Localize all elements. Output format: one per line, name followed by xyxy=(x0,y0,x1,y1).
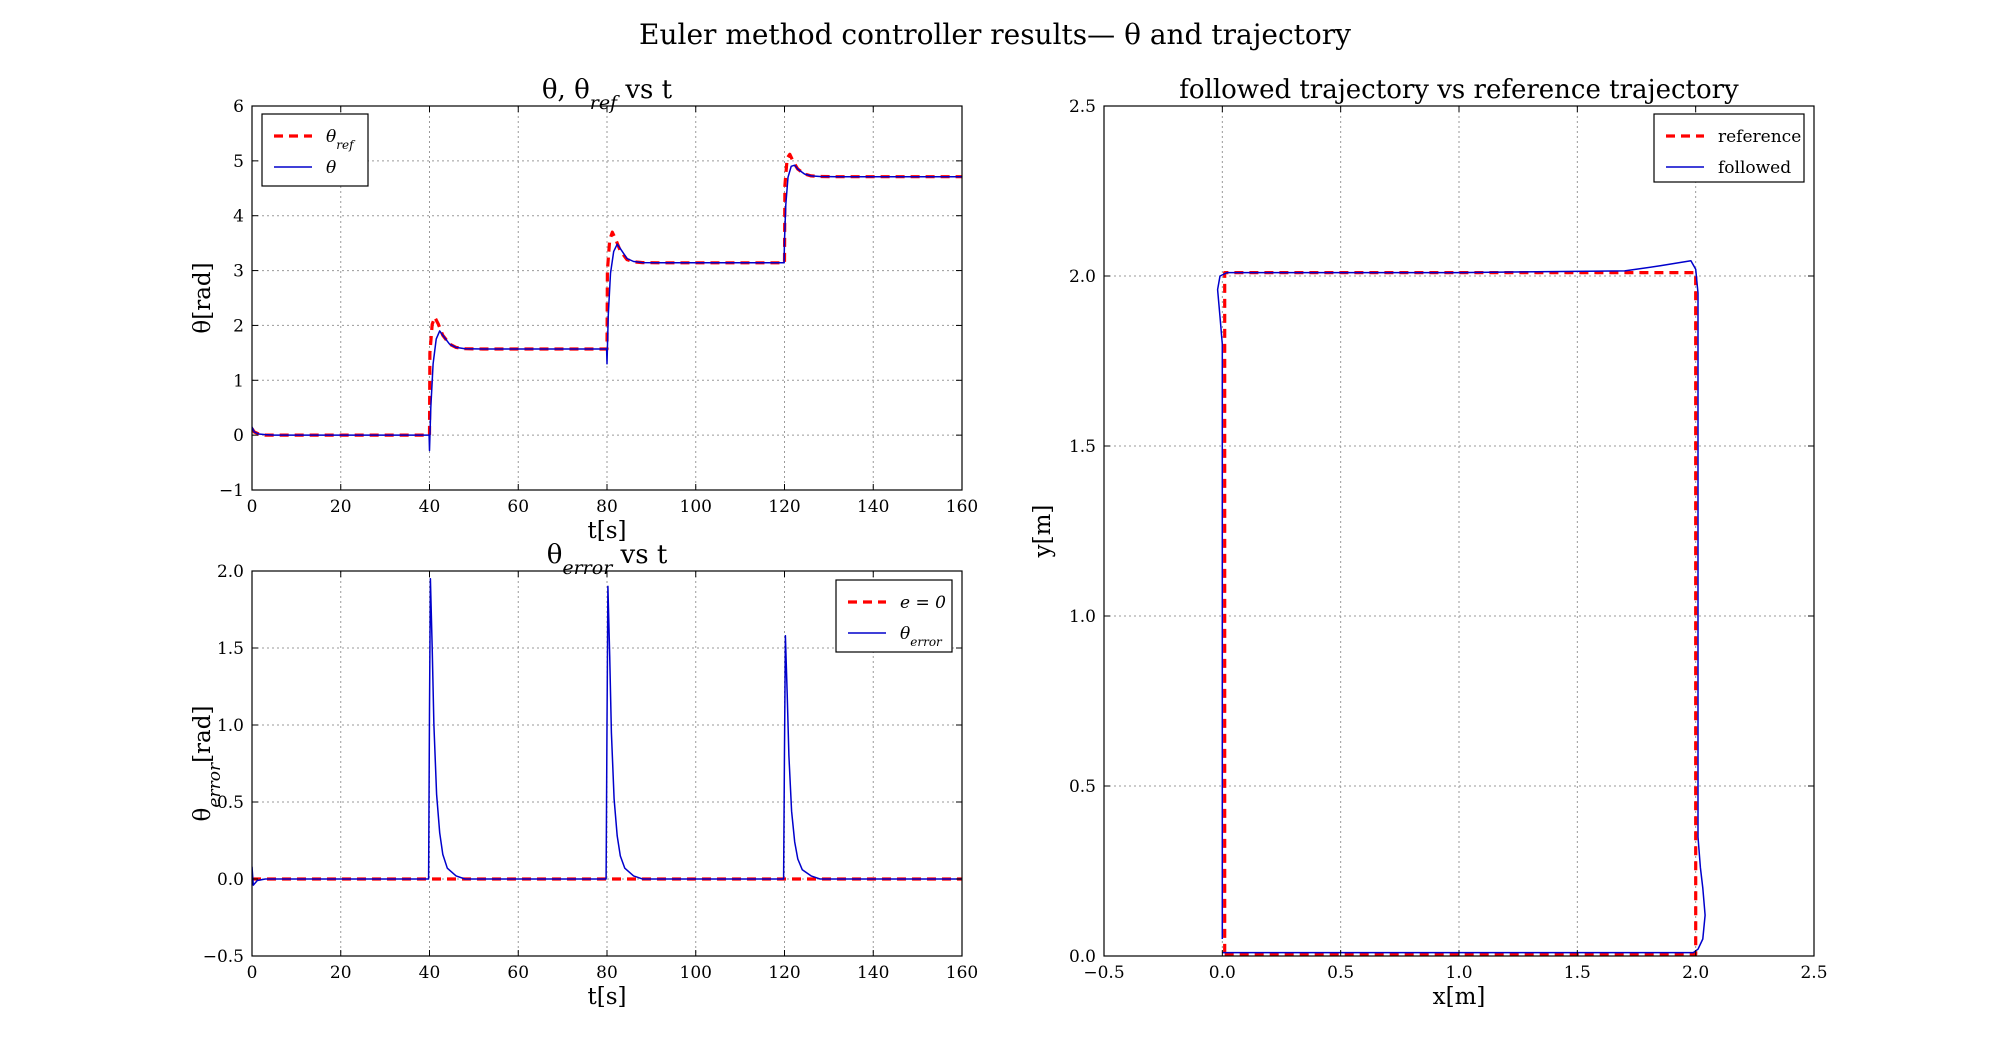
legend-label: e = 0 xyxy=(900,593,946,613)
x-tick-label: 20 xyxy=(330,497,352,517)
plot-title: θerror vs t xyxy=(547,540,668,579)
x-tick-label: 40 xyxy=(419,497,441,517)
x-tick-label: 0.5 xyxy=(1327,963,1354,983)
y-axis-label: θ[rad] xyxy=(190,262,216,333)
legend-label: θ xyxy=(326,158,336,178)
x-tick-label: 40 xyxy=(419,963,441,983)
x-tick-label: 1.5 xyxy=(1564,963,1591,983)
legend-box xyxy=(835,579,953,653)
x-tick-label: 0 xyxy=(247,497,258,517)
y-tick-label: −0.5 xyxy=(203,947,244,967)
trajectory-plot: −0.5 0.0 0.5 1.0 1.5 2.0 2.50.00.51.01.52.02.5… xyxy=(1030,75,1828,1010)
x-tick-label: 80 xyxy=(596,963,618,983)
plot-title: followed trajectory vs reference traject… xyxy=(1179,75,1739,105)
y-tick-label: 0.5 xyxy=(217,793,244,813)
x-tick-label: 160 xyxy=(946,497,978,517)
y-tick-label: 2.0 xyxy=(1069,267,1096,287)
y-axis-label: θerror[rad] xyxy=(190,706,225,822)
y-tick-label: 3 xyxy=(233,262,244,282)
series-line-1 xyxy=(252,164,962,452)
y-tick-label: 0.0 xyxy=(217,870,244,890)
legend-label: θref xyxy=(326,127,356,152)
x-tick-label: 100 xyxy=(680,497,712,517)
y-tick-label: 4 xyxy=(233,207,244,227)
x-axis-label: t[s] xyxy=(588,518,627,544)
x-tick-label: 60 xyxy=(507,497,529,517)
series-line-1 xyxy=(252,577,962,886)
figure-title: Euler method controller results— θ and t… xyxy=(639,18,1351,51)
y-axis-label: y[m] xyxy=(1030,505,1056,559)
x-tick-label: 140 xyxy=(857,963,889,983)
x-tick-label: 160 xyxy=(946,963,978,983)
y-tick-label: 2.0 xyxy=(217,562,244,582)
y-tick-label: 1.0 xyxy=(217,716,244,736)
y-tick-label: −1 xyxy=(219,481,244,501)
plot-title: θ, θref vs t xyxy=(542,75,673,114)
x-tick-label: 1.0 xyxy=(1445,963,1472,983)
x-tick-label: 20 xyxy=(330,963,352,983)
x-tick-label: −0.5 xyxy=(1083,963,1124,983)
x-tick-label: 80 xyxy=(596,497,618,517)
x-tick-label: 100 xyxy=(680,963,712,983)
y-tick-label: 1 xyxy=(233,371,244,391)
x-tick-label: 60 xyxy=(507,963,529,983)
y-tick-label: 0.5 xyxy=(1069,777,1096,797)
y-tick-label: 0.0 xyxy=(1069,947,1096,967)
y-tick-label: 1.5 xyxy=(217,639,244,659)
x-tick-label: 0.0 xyxy=(1209,963,1236,983)
y-tick-label: 6 xyxy=(233,97,244,117)
x-axis-label: x[m] xyxy=(1433,984,1486,1010)
x-tick-label: 0 xyxy=(247,963,258,983)
y-tick-label: 2 xyxy=(233,316,244,336)
legend: θref θ xyxy=(261,113,369,187)
legend: reference followed xyxy=(1653,113,1805,183)
x-tick-label: 140 xyxy=(857,497,889,517)
y-tick-label: 0 xyxy=(233,426,244,446)
y-tick-label: 1.5 xyxy=(1069,437,1096,457)
x-tick-label: 2.5 xyxy=(1800,963,1827,983)
theta-error-plot: 0 20 40 60 80 100 120 140 160 −0.5 0.0 0.5 1.0 1.5 2.0… xyxy=(190,540,978,1010)
series-line-0 xyxy=(252,152,962,437)
x-tick-label: 2.0 xyxy=(1682,963,1709,983)
legend-label: reference xyxy=(1718,127,1801,147)
y-tick-label: 2.5 xyxy=(1069,97,1096,117)
legend-box xyxy=(261,113,369,187)
legend-label: followed xyxy=(1718,158,1791,178)
x-axis-label: t[s] xyxy=(588,984,627,1010)
legend-box xyxy=(1653,113,1805,183)
x-tick-label: 120 xyxy=(768,963,800,983)
y-tick-label: 5 xyxy=(233,152,244,172)
legend: e = 0 θerror xyxy=(835,579,953,653)
legend-label: θerror xyxy=(900,624,943,649)
series-line-0 xyxy=(1223,271,1698,956)
y-tick-label: 1.0 xyxy=(1069,607,1096,627)
x-tick-label: 120 xyxy=(768,497,800,517)
